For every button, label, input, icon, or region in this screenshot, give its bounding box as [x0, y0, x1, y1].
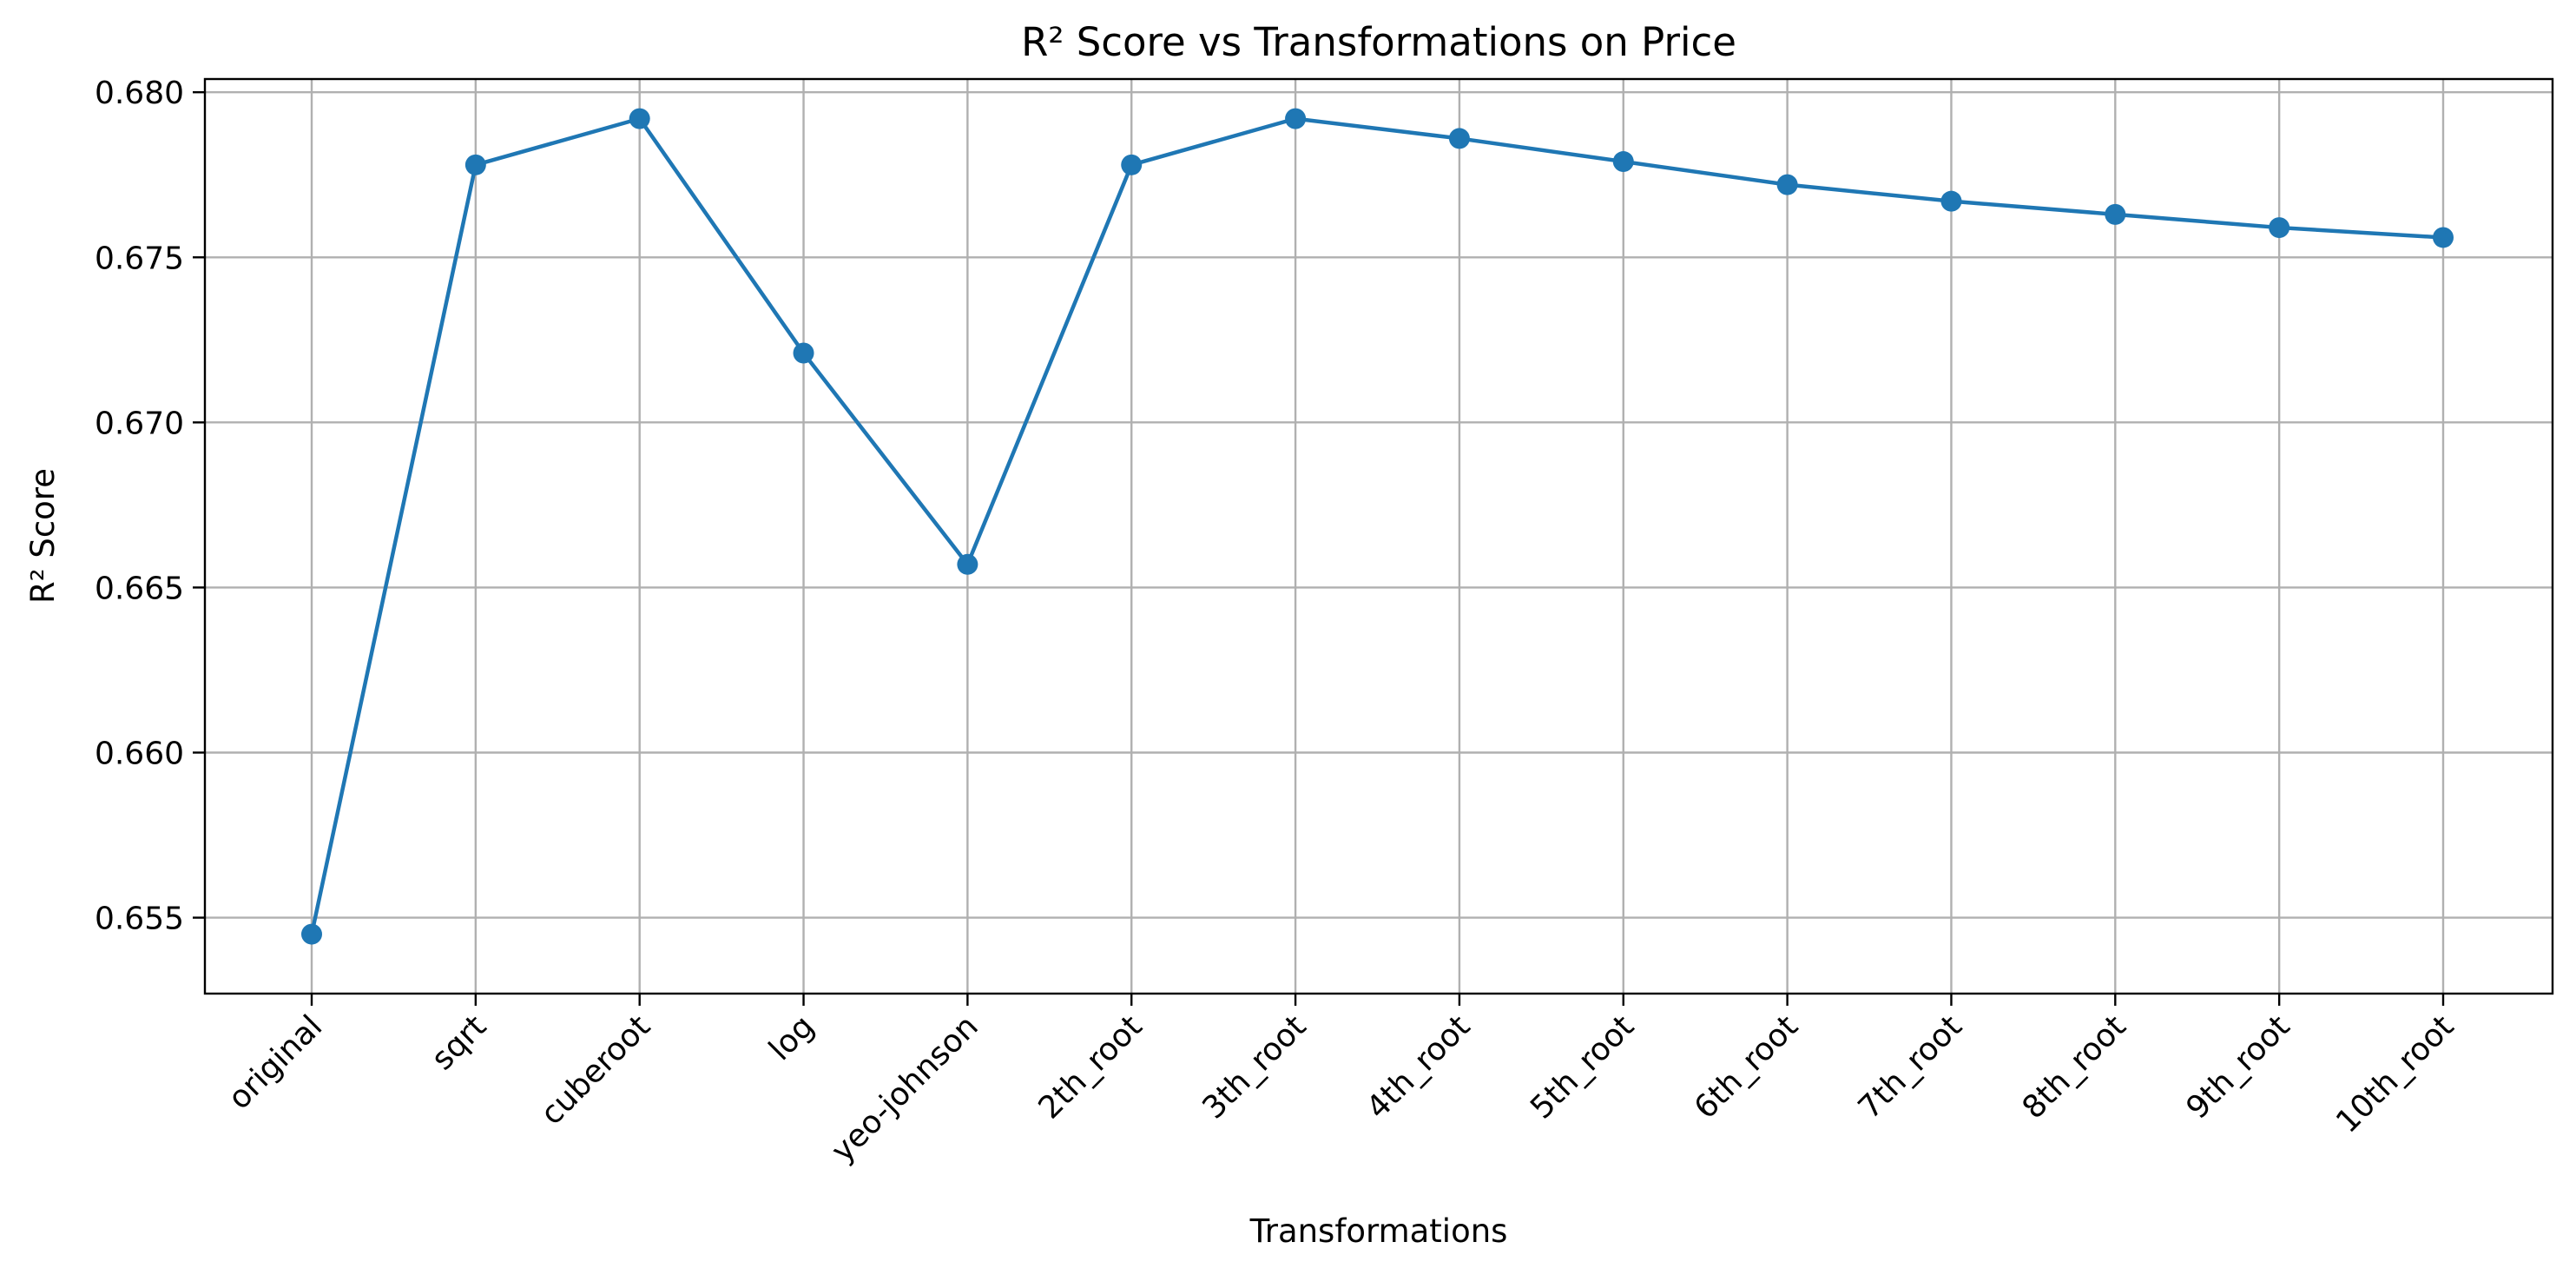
data-point — [1285, 108, 1307, 129]
x-axis-title: Transformations — [1249, 1212, 1508, 1250]
x-tick-label: original — [221, 1008, 329, 1116]
data-point — [793, 342, 814, 364]
data-point — [1776, 174, 1798, 195]
data-point — [629, 108, 650, 129]
plot-frame — [203, 77, 2554, 995]
y-axis-title: R² Score — [24, 468, 62, 604]
y-tick-label: 0.655 — [95, 902, 184, 937]
y-tick-label: 0.680 — [95, 76, 184, 111]
x-tick-label: 8th_root — [2016, 1008, 2133, 1126]
x-tick-label: 3th_root — [1196, 1008, 1313, 1126]
x-tick-label: 9th_root — [2179, 1008, 2296, 1126]
data-point — [1121, 154, 1143, 175]
x-tick-label: 7th_root — [1852, 1008, 1969, 1126]
y-tick-label: 0.675 — [95, 241, 184, 276]
data-point — [2269, 217, 2290, 239]
data-point — [301, 923, 322, 945]
data-point — [464, 154, 486, 175]
x-tick-label: 5th_root — [1524, 1008, 1641, 1126]
x-tick-label: log — [762, 1008, 821, 1067]
x-axis-ticks: original sqrt cuberoot log yeo-johnson 2th_ro… — [221, 994, 2461, 1169]
data-point — [1612, 151, 1634, 173]
series-line-layer — [309, 116, 2446, 936]
data-point — [957, 553, 978, 575]
data-points — [301, 108, 2454, 945]
x-tick-label: 2th_root — [1032, 1008, 1150, 1126]
x-tick-label: yeo-johnson — [825, 1008, 985, 1169]
x-tick-label: sqrt — [425, 1008, 493, 1077]
x-tick-label: cuberoot — [534, 1008, 657, 1132]
data-point — [1448, 128, 1470, 149]
grid — [205, 79, 2553, 994]
y-tick-label: 0.670 — [95, 406, 184, 441]
x-tick-label: 10th_root — [2329, 1008, 2461, 1140]
data-point — [1940, 190, 1962, 212]
data-point — [2433, 227, 2454, 248]
series-line — [309, 116, 2446, 936]
x-tick-label: 4th_root — [1360, 1008, 1477, 1126]
x-tick-label: 6th_root — [1688, 1008, 1805, 1126]
y-axis-ticks: 0.655 0.660 0.665 0.670 0.675 0.680 — [95, 76, 205, 937]
y-tick-label: 0.665 — [95, 571, 184, 606]
chart-title: R² Score vs Transformations on Price — [1021, 19, 1736, 65]
data-point — [2105, 203, 2126, 225]
y-tick-label: 0.660 — [95, 736, 184, 771]
